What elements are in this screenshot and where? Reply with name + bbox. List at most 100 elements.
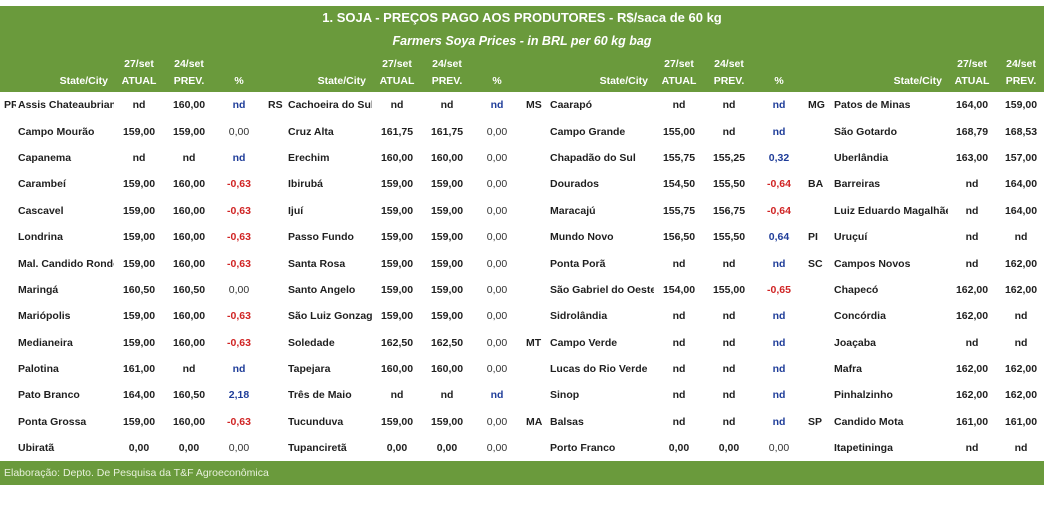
price-previous: 160,00	[172, 231, 206, 244]
state-code: BA	[808, 178, 824, 191]
header-previous: PREV.	[996, 70, 1044, 92]
top-strip	[0, 0, 1044, 6]
price-current: nd	[672, 310, 686, 323]
price-previous: 160,00	[172, 310, 206, 323]
price-previous: 164,00	[1004, 204, 1038, 217]
city-name: Santo Angelo	[288, 283, 356, 296]
price-current: 156,50	[662, 231, 696, 244]
header-pct: %	[214, 70, 264, 92]
pct-change: 0,00	[486, 310, 508, 323]
price-current: 159,00	[122, 178, 156, 191]
table-row: Londrina 159,00 160,00 -0,63 Passo Fundo 159,…	[0, 224, 1044, 250]
header-date-previous: 24/set	[704, 52, 754, 70]
state-code	[0, 250, 16, 276]
city-name: Três de Maio	[288, 389, 352, 402]
price-previous: nd	[182, 363, 196, 376]
price-current: nd	[390, 99, 404, 112]
city-name: Tupanciretã	[288, 442, 347, 455]
header-city: State/City	[548, 70, 654, 92]
city-name: Uberlândia	[834, 151, 889, 164]
price-current: nd	[965, 336, 979, 349]
pct-change: 0,00	[486, 442, 508, 455]
price-current: 160,00	[380, 363, 414, 376]
header-date-current: 27/set	[114, 52, 164, 70]
price-current: nd	[672, 257, 686, 270]
state-code	[0, 382, 16, 408]
header-blank	[804, 70, 832, 92]
city-name: Chapecó	[834, 283, 879, 296]
price-current: 155,75	[662, 204, 696, 217]
price-current: nd	[965, 204, 979, 217]
page-title: 1. SOJA - PREÇOS PAGO AOS PRODUTORES - R…	[322, 10, 722, 25]
pct-change: 0,00	[486, 363, 508, 376]
pct-change: 0,00	[486, 151, 508, 164]
price-previous: 162,00	[1004, 283, 1038, 296]
pct-change: -0,63	[227, 257, 251, 270]
price-previous: nd	[722, 257, 736, 270]
header-pct: %	[472, 70, 522, 92]
city-name: Mal. Candido Rondon	[18, 257, 114, 270]
state-code	[522, 118, 548, 144]
city-name: Ponta Grossa	[18, 415, 87, 428]
city-name: Mafra	[834, 363, 863, 376]
pct-change: 0,00	[228, 125, 250, 138]
state-code: MG	[808, 99, 825, 112]
price-current: 161,00	[955, 415, 989, 428]
price-previous: nd	[722, 125, 736, 138]
price-previous: 160,50	[172, 389, 206, 402]
price-current: 159,00	[122, 257, 156, 270]
state-code	[264, 303, 286, 329]
price-current: nd	[390, 389, 404, 402]
state-code	[0, 303, 16, 329]
city-name: Londrina	[18, 231, 63, 244]
price-previous: 0,00	[178, 442, 200, 455]
price-current: nd	[132, 99, 146, 112]
price-previous: 159,00	[430, 231, 464, 244]
price-previous: 155,50	[712, 231, 746, 244]
price-previous: 159,00	[430, 257, 464, 270]
price-previous: 159,00	[430, 178, 464, 191]
table-row: Campo Mourão 159,00 159,00 0,00 Cruz Alta 161…	[0, 118, 1044, 144]
table-row: Mariópolis 159,00 160,00 -0,63 São Luiz Gonz…	[0, 303, 1044, 329]
price-previous: 160,00	[172, 178, 206, 191]
price-current: 164,00	[122, 389, 156, 402]
city-name: Balsas	[550, 415, 584, 428]
city-name: Pinhalzinho	[834, 389, 893, 402]
header-date-current: 27/set	[372, 52, 422, 70]
state-code	[0, 171, 16, 197]
price-current: nd	[132, 151, 146, 164]
price-current: 162,50	[380, 336, 414, 349]
price-previous: 159,00	[430, 204, 464, 217]
state-code	[804, 356, 832, 382]
pct-change: 0,00	[486, 257, 508, 270]
pct-change: 0,00	[486, 231, 508, 244]
price-previous: 159,00	[430, 283, 464, 296]
state-code	[522, 303, 548, 329]
header-date-current: 27/set	[654, 52, 704, 70]
header-blank	[264, 70, 286, 92]
price-current: 155,75	[662, 151, 696, 164]
price-previous: 161,75	[430, 125, 464, 138]
state-code	[522, 224, 548, 250]
price-previous: 160,00	[172, 99, 206, 112]
header-blank	[472, 52, 522, 70]
city-name: Cruz Alta	[288, 125, 334, 138]
header-previous: PREV.	[422, 70, 472, 92]
header-date-previous: 24/set	[164, 52, 214, 70]
footer-credit: Elaboração: Depto. De Pesquisa da T&F Ag…	[0, 461, 1044, 486]
pct-change: 0,00	[486, 125, 508, 138]
state-code	[522, 198, 548, 224]
price-current: 163,00	[955, 151, 989, 164]
header-date-previous: 24/set	[422, 52, 472, 70]
state-code	[522, 250, 548, 276]
city-name: Joaçaba	[834, 336, 877, 349]
page-subtitle: Farmers Soya Prices - in BRL per 60 kg b…	[392, 34, 652, 48]
city-name: Candido Mota	[834, 415, 904, 428]
pct-change: 0,64	[768, 231, 790, 244]
price-previous: 157,00	[1004, 151, 1038, 164]
state-code	[0, 409, 16, 435]
city-name: Erechim	[288, 151, 330, 164]
city-name: Campo Verde	[550, 336, 618, 349]
header-blank	[804, 52, 832, 70]
